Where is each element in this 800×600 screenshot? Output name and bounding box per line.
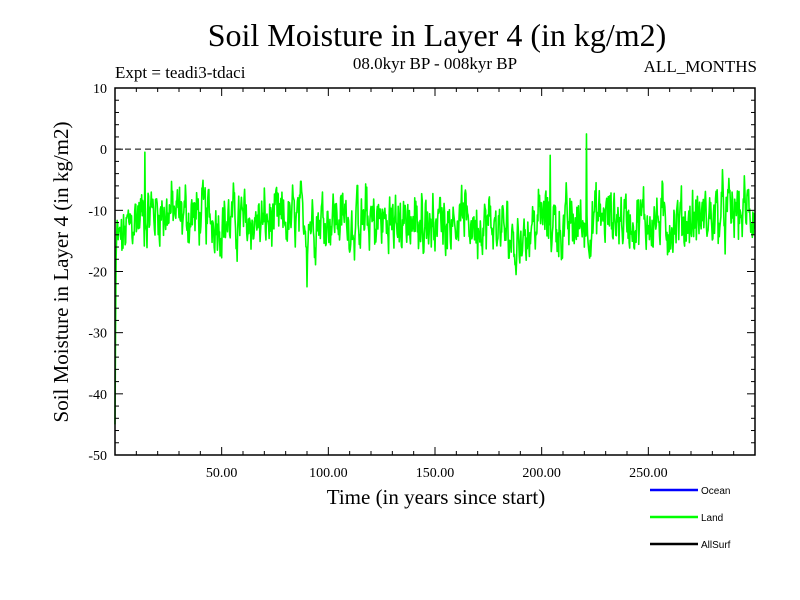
- experiment-label: Expt = teadi3-tdaci: [115, 63, 246, 82]
- x-tick-label: 100.00: [309, 466, 348, 481]
- legend-label-ocean: Ocean: [701, 486, 730, 497]
- y-tick-label: -50: [88, 449, 107, 464]
- legend-label-land: Land: [701, 513, 723, 524]
- x-tick-label: 250.00: [629, 466, 668, 481]
- axis-tick-labels: 10 0 -10 -20 -30 -40 -50 50.00 100.00 150.00 200.0…: [88, 82, 667, 481]
- plot-area: 10 0 -10 -20 -30 -40 -50 50.00 100.00 150.00 200.0…: [88, 82, 756, 481]
- x-axis-label: Time (in years since start): [327, 485, 546, 509]
- y-tick-label: -20: [88, 266, 107, 281]
- series-line-land: [114, 133, 756, 425]
- y-axis-label: Soil Moisture in Layer 4 (in kg/m2): [49, 122, 73, 423]
- series-layer: [114, 133, 756, 425]
- period-label: 08.0kyr BP - 008kyr BP: [353, 54, 517, 73]
- y-tick-label: -30: [88, 327, 107, 342]
- x-tick-label: 200.00: [522, 466, 561, 481]
- x-tick-label: 50.00: [206, 466, 238, 481]
- y-tick-label: -40: [88, 388, 107, 403]
- months-label: ALL_MONTHS: [644, 57, 757, 76]
- y-tick-label: -10: [88, 204, 107, 219]
- legend: Ocean Land AllSurf: [650, 486, 731, 551]
- chart-title: Soil Moisture in Layer 4 (in kg/m2): [208, 17, 667, 53]
- y-tick-label: 0: [100, 143, 107, 158]
- y-tick-label: 10: [93, 82, 107, 97]
- legend-label-allsurf: AllSurf: [701, 540, 731, 551]
- axis-ticks: [115, 87, 755, 456]
- x-tick-label: 150.00: [416, 466, 455, 481]
